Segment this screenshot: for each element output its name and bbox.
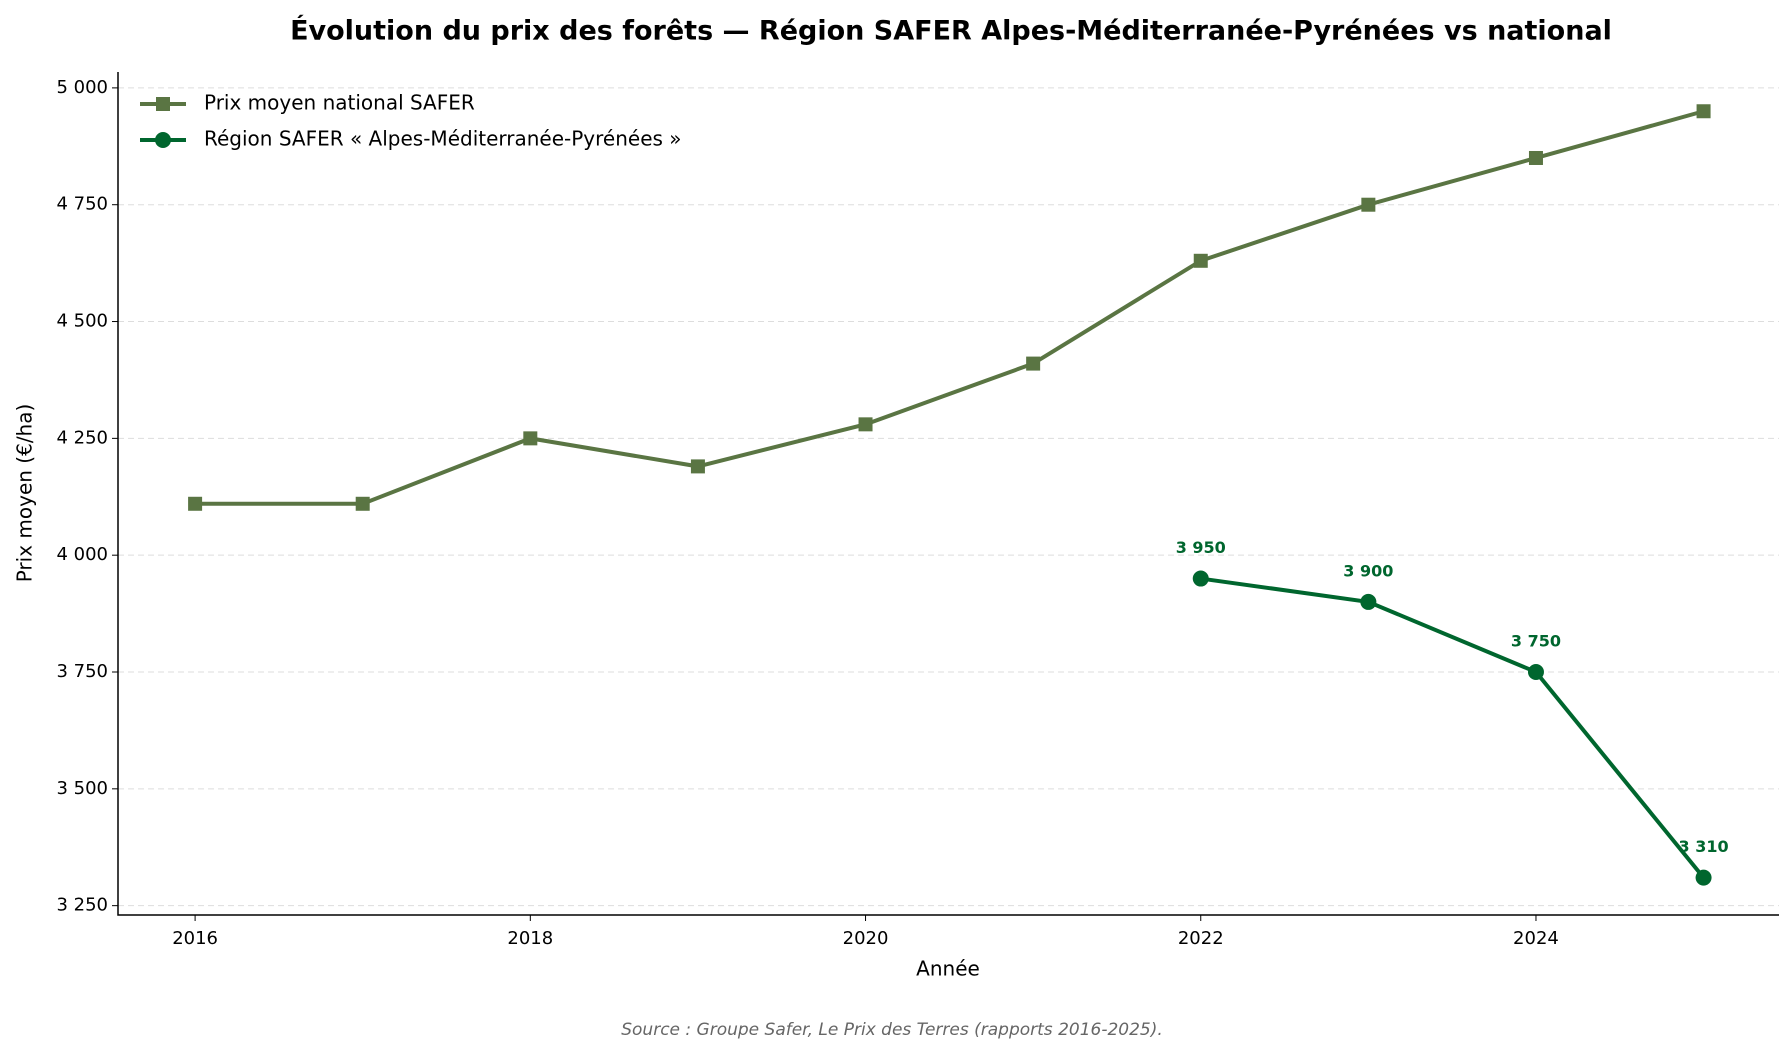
x-tick-label: 2016: [172, 928, 218, 949]
data-point: [1360, 593, 1377, 610]
series-line: [195, 109, 1705, 506]
data-point: [690, 459, 705, 474]
value-label: 3 750: [1511, 632, 1561, 651]
y-tick-label: 4 000: [56, 544, 108, 565]
value-label: 3 900: [1343, 561, 1393, 580]
y-tick-label: 3 500: [56, 778, 108, 799]
series-line: [1200, 576, 1706, 879]
y-tick-label: 4 250: [56, 427, 108, 448]
legend-marker: [156, 97, 170, 111]
data-point: [1192, 570, 1209, 587]
data-point: [1361, 197, 1376, 212]
data-point: [858, 417, 873, 432]
y-tick-label: 4 750: [56, 194, 108, 215]
x-tick-label: 2022: [1178, 928, 1224, 949]
chart-title: Évolution du prix des forêts — Région SA…: [290, 15, 1612, 47]
y-axis-label: Prix moyen (€/ha): [13, 404, 37, 583]
data-point: [1026, 356, 1041, 371]
data-point: [1695, 869, 1712, 886]
data-point: [1696, 104, 1711, 119]
y-tick-label: 3 250: [56, 895, 108, 916]
legend-marker: [155, 132, 171, 148]
value-label: 3 310: [1679, 837, 1729, 856]
data-point: [188, 496, 203, 511]
legend-label: Région SAFER « Alpes-Méditerranée-Pyréné…: [204, 127, 682, 151]
data-point: [523, 431, 538, 446]
source-note: Source : Groupe Safer, Le Prix des Terre…: [621, 1020, 1163, 1040]
y-tick-label: 4 500: [56, 311, 108, 332]
x-tick-label: 2024: [1513, 928, 1559, 949]
y-tick-label: 3 750: [56, 661, 108, 682]
data-point: [1528, 150, 1543, 165]
value-label: 3 950: [1176, 538, 1226, 557]
axis-spine: [117, 72, 1779, 916]
data-point: [1527, 664, 1544, 681]
y-tick-label: 5 000: [56, 77, 108, 98]
x-tick-label: 2020: [843, 928, 889, 949]
data-point: [355, 496, 370, 511]
legend-label: Prix moyen national SAFER: [204, 91, 475, 115]
x-axis-label: Année: [916, 957, 980, 981]
data-point: [1193, 253, 1208, 268]
x-tick-label: 2018: [507, 928, 553, 949]
